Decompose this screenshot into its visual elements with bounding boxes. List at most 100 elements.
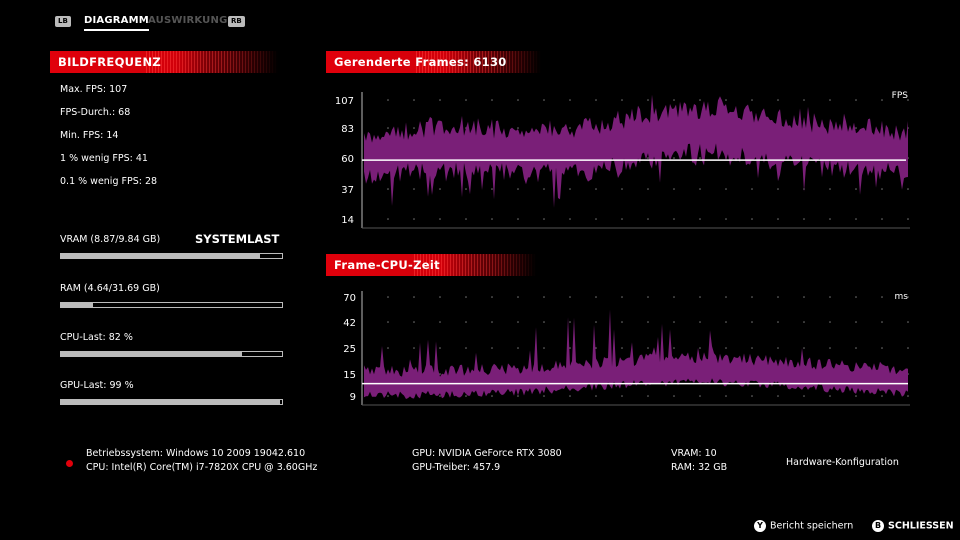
grid-dot <box>855 296 857 298</box>
grid-dot <box>673 218 675 220</box>
grid-dot <box>465 321 467 323</box>
grid-dot <box>465 99 467 101</box>
cpu-time-chart-title: Frame-CPU-Zeit <box>334 258 440 272</box>
grid-dot <box>465 218 467 220</box>
tab-diagramm[interactable]: DIAGRAMM <box>84 15 149 31</box>
grid-dot <box>465 296 467 298</box>
fps-ytick: 60 <box>341 154 354 165</box>
stat-1pct-low: 1 % wenig FPS: 41 <box>60 153 148 164</box>
grid-dot <box>751 99 753 101</box>
grid-dot <box>413 218 415 220</box>
close-button[interactable]: B SCHLIESSEN <box>872 520 954 532</box>
grid-dot <box>465 395 467 397</box>
grid-dot <box>725 218 727 220</box>
grid-dot <box>595 99 597 101</box>
grid-dot <box>439 347 441 349</box>
grid-dot <box>777 218 779 220</box>
grid-dot <box>491 321 493 323</box>
grid-dot <box>751 395 753 397</box>
grid-dot <box>621 395 623 397</box>
grid-dot <box>621 321 623 323</box>
grid-dot <box>387 99 389 101</box>
grid-dot <box>803 99 805 101</box>
grid-dot <box>907 99 909 101</box>
cpu-time-series-area <box>364 309 908 399</box>
rb-button-hint: RB <box>228 16 245 27</box>
grid-dot <box>829 188 831 190</box>
close-label: SCHLIESSEN <box>888 520 954 532</box>
grid-dot <box>387 218 389 220</box>
lb-button-hint: LB <box>55 16 71 27</box>
vram-bar-fill <box>61 254 260 258</box>
cpu-load-label: CPU-Last: 82 % <box>60 332 133 343</box>
system-load-title: SYSTEMLAST <box>195 232 280 246</box>
grid-dot <box>855 188 857 190</box>
grid-dot <box>569 127 571 129</box>
ram-bar <box>60 302 283 308</box>
save-report-button[interactable]: Y Bericht speichern <box>754 520 853 532</box>
grid-dot <box>517 218 519 220</box>
grid-dot <box>725 99 727 101</box>
grid-dot <box>439 188 441 190</box>
grid-dot <box>647 347 649 349</box>
grid-dot <box>855 321 857 323</box>
vram-info: VRAM: 10 <box>671 448 717 459</box>
stat-avg-fps: FPS-Durch.: 68 <box>60 107 131 118</box>
grid-dot <box>543 188 545 190</box>
gpu-driver-info: GPU-Treiber: 457.9 <box>412 462 501 473</box>
grid-dot <box>673 347 675 349</box>
cpu-load-bar <box>60 351 283 357</box>
grid-dot <box>673 395 675 397</box>
grid-dot <box>673 188 675 190</box>
grid-dot <box>829 296 831 298</box>
stat-max-fps: Max. FPS: 107 <box>60 84 128 95</box>
grid-dot <box>387 395 389 397</box>
grid-dot <box>621 99 623 101</box>
grid-dot <box>621 296 623 298</box>
gpu-info: GPU: NVIDIA GeForce RTX 3080 <box>412 448 562 459</box>
grid-dot <box>569 188 571 190</box>
grid-dot <box>855 127 857 129</box>
tab-auswirkung[interactable]: AUSWIRKUNG <box>148 15 228 26</box>
grid-dot <box>803 218 805 220</box>
grid-dot <box>855 99 857 101</box>
grid-dot <box>439 296 441 298</box>
grid-dot <box>907 321 909 323</box>
ram-info: RAM: 32 GB <box>671 462 728 473</box>
status-dot-icon <box>66 460 73 467</box>
grid-dot <box>413 296 415 298</box>
cpu-time-ytick: 25 <box>343 344 356 355</box>
grid-dot <box>881 296 883 298</box>
grid-dot <box>569 218 571 220</box>
os-info: Betriebssystem: Windows 10 2009 19042.61… <box>86 448 306 459</box>
grid-dot <box>777 99 779 101</box>
grid-dot <box>647 157 649 159</box>
grid-dot <box>543 347 545 349</box>
ram-bar-fill <box>61 303 94 307</box>
grid-dot <box>413 347 415 349</box>
cpu-time-ytick: 15 <box>343 370 356 381</box>
grid-dot <box>517 99 519 101</box>
stat-min-fps: Min. FPS: 14 <box>60 130 119 141</box>
grid-dot <box>387 347 389 349</box>
grid-dot <box>673 321 675 323</box>
b-button-icon: B <box>872 520 884 532</box>
grid-dot <box>751 188 753 190</box>
grid-dot <box>907 296 909 298</box>
grid-dot <box>855 218 857 220</box>
grid-dot <box>829 99 831 101</box>
grid-dot <box>491 99 493 101</box>
grid-dot <box>491 347 493 349</box>
grid-dot <box>517 347 519 349</box>
grid-dot <box>907 395 909 397</box>
frames-chart-header: Gerenderte Frames: 6130 <box>326 51 541 73</box>
grid-dot <box>439 99 441 101</box>
grid-dot <box>673 99 675 101</box>
grid-dot <box>491 296 493 298</box>
grid-dot <box>907 218 909 220</box>
grid-dot <box>699 347 701 349</box>
grid-dot <box>803 347 805 349</box>
grid-dot <box>439 321 441 323</box>
grid-dot <box>595 347 597 349</box>
grid-dot <box>751 218 753 220</box>
